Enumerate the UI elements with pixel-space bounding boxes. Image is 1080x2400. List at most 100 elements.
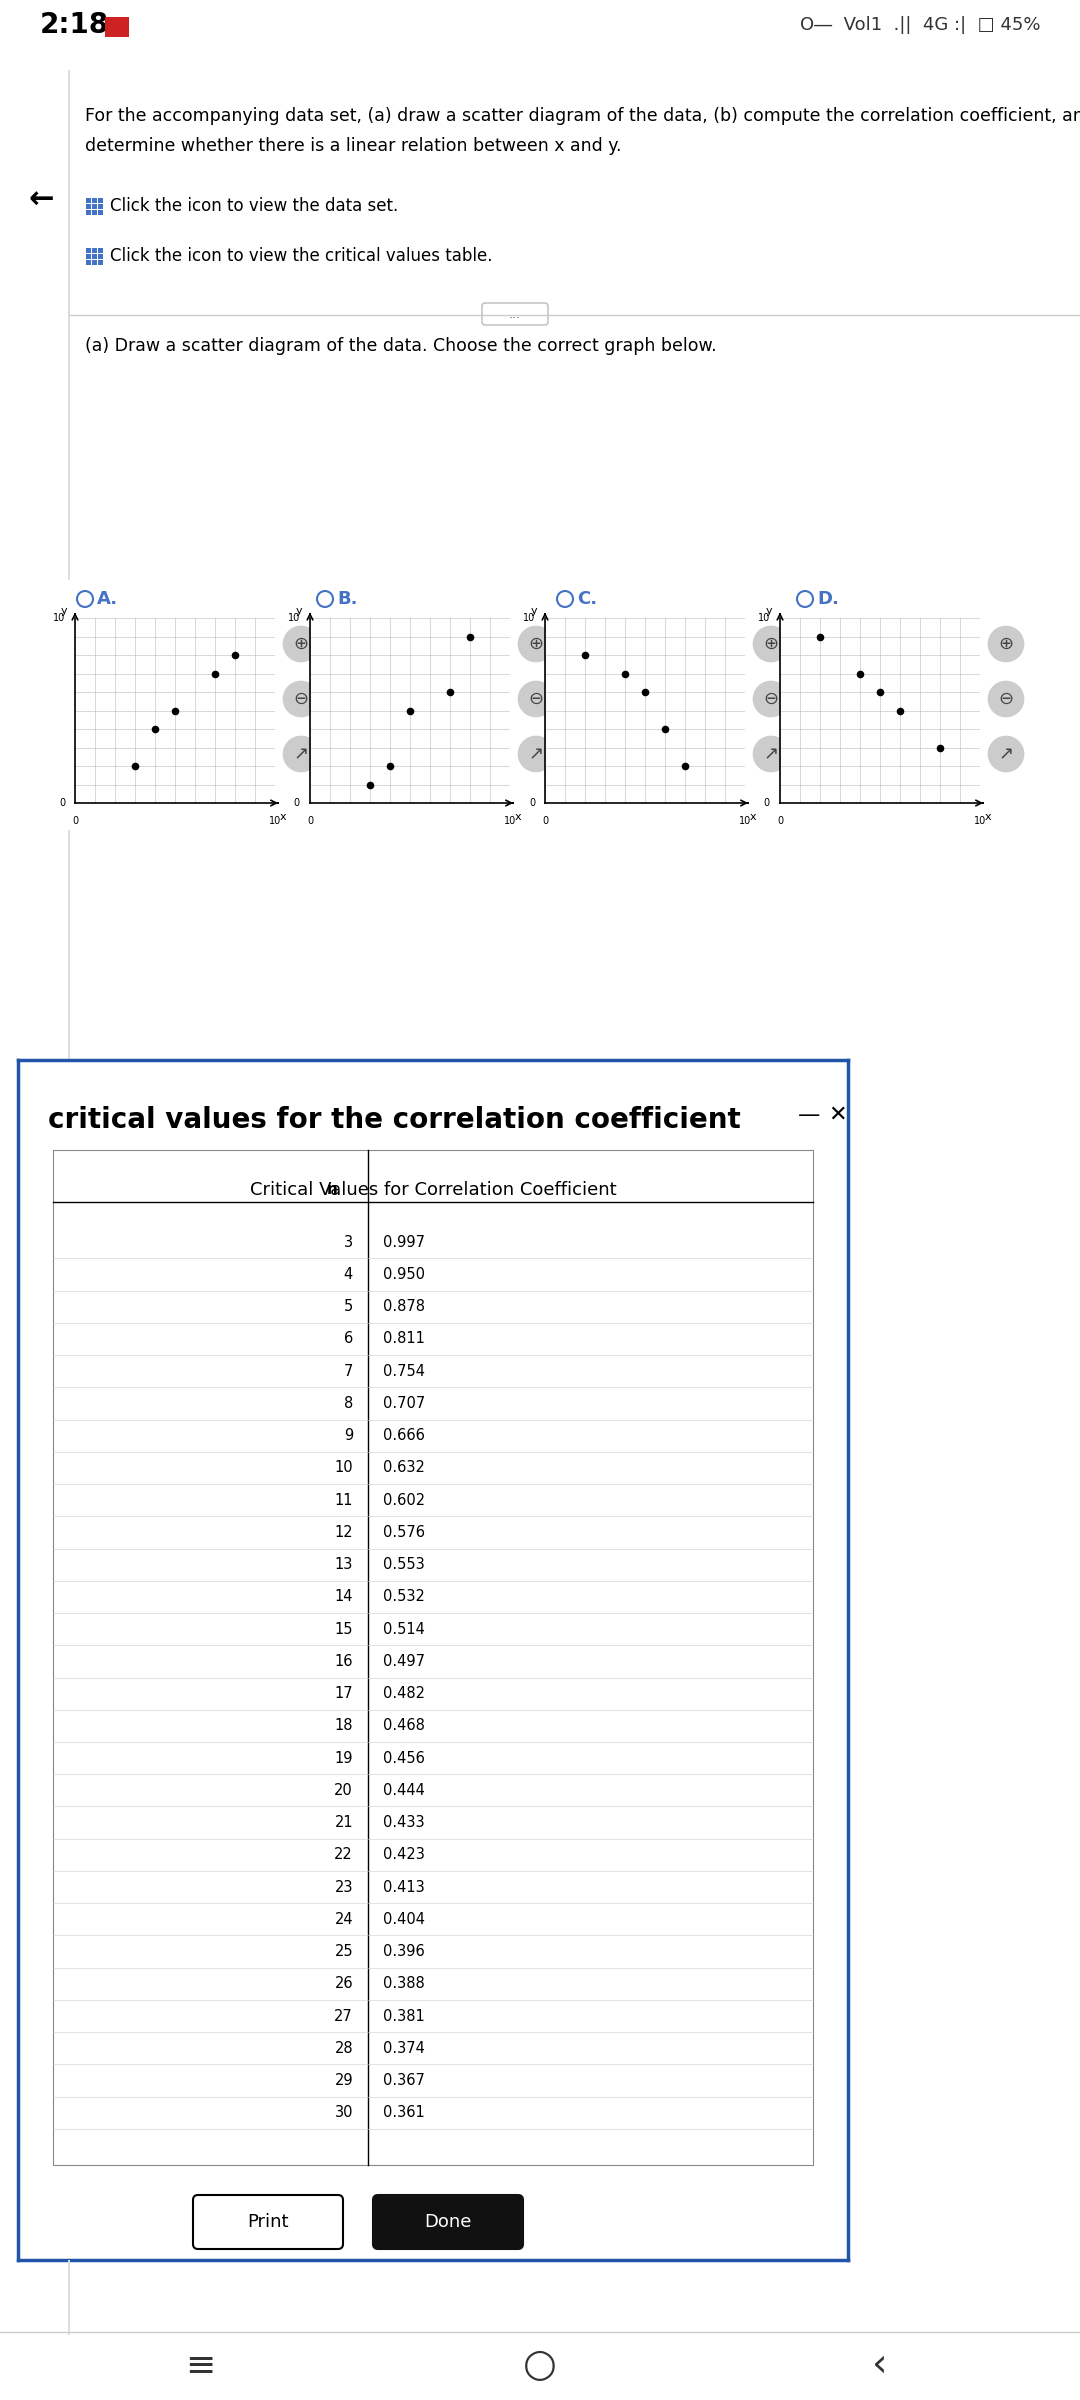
Bar <box>53 1150 813 2165</box>
Text: 10: 10 <box>974 816 986 826</box>
Text: y: y <box>60 605 67 617</box>
Text: 0.423: 0.423 <box>383 1848 424 1862</box>
Text: 0.576: 0.576 <box>383 1524 426 1541</box>
Text: 10: 10 <box>739 816 751 826</box>
Text: 10: 10 <box>523 612 535 624</box>
Text: 3: 3 <box>343 1234 353 1250</box>
Text: ≡: ≡ <box>185 2347 215 2381</box>
Text: 17: 17 <box>335 1687 353 1702</box>
Text: Print: Print <box>247 2213 288 2232</box>
Text: 0: 0 <box>294 797 300 809</box>
Text: D.: D. <box>816 590 839 607</box>
Text: ⊖: ⊖ <box>528 691 543 708</box>
Point <box>891 691 908 730</box>
FancyBboxPatch shape <box>373 2196 523 2249</box>
Text: 11: 11 <box>335 1493 353 1507</box>
Text: ✕: ✕ <box>828 1104 847 1126</box>
Text: ↗: ↗ <box>294 744 309 763</box>
Text: 20: 20 <box>334 1783 353 1798</box>
Text: 21: 21 <box>335 1814 353 1831</box>
Circle shape <box>988 682 1024 718</box>
Circle shape <box>283 626 319 662</box>
Text: 8: 8 <box>343 1397 353 1411</box>
Text: ⊕: ⊕ <box>528 636 543 653</box>
Circle shape <box>988 737 1024 773</box>
Point <box>126 746 144 785</box>
Point <box>206 655 224 694</box>
Text: ⊕: ⊕ <box>764 636 779 653</box>
Text: 0.707: 0.707 <box>383 1397 426 1411</box>
Text: 0.456: 0.456 <box>383 1750 424 1766</box>
Text: 0: 0 <box>529 797 535 809</box>
Bar <box>68 830 70 1061</box>
Text: 0.468: 0.468 <box>383 1718 424 1733</box>
Circle shape <box>754 682 788 718</box>
Text: y: y <box>766 605 772 617</box>
Text: ⊕: ⊕ <box>294 636 309 653</box>
Bar <box>85 247 91 252</box>
Text: 0.878: 0.878 <box>383 1298 426 1315</box>
Bar <box>92 197 96 202</box>
Text: 0.632: 0.632 <box>383 1462 424 1476</box>
Text: 0.396: 0.396 <box>383 1944 424 1958</box>
Text: 10: 10 <box>53 612 65 624</box>
Text: 27: 27 <box>334 2009 353 2023</box>
Circle shape <box>283 737 319 773</box>
Bar <box>97 247 103 252</box>
Text: ‹: ‹ <box>873 2347 888 2383</box>
Bar <box>97 209 103 214</box>
Text: 0: 0 <box>542 816 548 826</box>
Text: For the accompanying data set, (a) draw a scatter diagram of the data, (b) compu: For the accompanying data set, (a) draw … <box>85 108 1080 125</box>
Text: 0.482: 0.482 <box>383 1687 426 1702</box>
Text: determine whether there is a linear relation between x and y.: determine whether there is a linear rela… <box>85 137 621 156</box>
Text: 22: 22 <box>334 1848 353 1862</box>
Point <box>381 746 399 785</box>
Text: 0.404: 0.404 <box>383 1913 426 1927</box>
Text: 10: 10 <box>504 816 516 826</box>
Text: 14: 14 <box>335 1589 353 1603</box>
Circle shape <box>754 626 788 662</box>
Text: 0: 0 <box>777 816 783 826</box>
Text: B.: B. <box>337 590 357 607</box>
Bar <box>92 247 96 252</box>
FancyBboxPatch shape <box>482 302 548 324</box>
Text: 23: 23 <box>335 1879 353 1894</box>
Text: 0.388: 0.388 <box>383 1975 424 1992</box>
Bar <box>85 209 91 214</box>
Text: 7: 7 <box>343 1363 353 1378</box>
FancyBboxPatch shape <box>193 2196 343 2249</box>
Bar <box>97 254 103 259</box>
Circle shape <box>988 626 1024 662</box>
Text: ...: ... <box>509 307 521 322</box>
Text: 0.374: 0.374 <box>383 2040 424 2057</box>
Point <box>402 691 419 730</box>
Text: 0.602: 0.602 <box>383 1493 426 1507</box>
Point <box>227 636 244 674</box>
Text: 16: 16 <box>335 1654 353 1668</box>
Circle shape <box>518 737 554 773</box>
Bar <box>92 209 96 214</box>
Text: critical values for the correlation coefficient: critical values for the correlation coef… <box>48 1106 741 1133</box>
Bar <box>97 259 103 264</box>
Circle shape <box>518 626 554 662</box>
Bar <box>97 197 103 202</box>
Text: 0: 0 <box>72 816 78 826</box>
Text: (a) Draw a scatter diagram of the data. Choose the correct graph below.: (a) Draw a scatter diagram of the data. … <box>85 336 717 355</box>
Text: 9: 9 <box>343 1428 353 1442</box>
Text: x: x <box>985 811 991 823</box>
Circle shape <box>283 682 319 718</box>
Text: 0.367: 0.367 <box>383 2074 424 2088</box>
Text: y: y <box>530 605 537 617</box>
Text: 0.444: 0.444 <box>383 1783 424 1798</box>
Text: 29: 29 <box>335 2074 353 2088</box>
Text: 0.361: 0.361 <box>383 2105 424 2119</box>
Text: 0: 0 <box>307 816 313 826</box>
Text: n: n <box>327 1183 338 1198</box>
Bar <box>85 254 91 259</box>
Text: 24: 24 <box>335 1913 353 1927</box>
Text: O―  Vol1  .||  4G :|  □ 45%: O― Vol1 .|| 4G :| □ 45% <box>800 17 1040 34</box>
Text: 15: 15 <box>335 1622 353 1637</box>
Text: ↗: ↗ <box>998 744 1013 763</box>
Text: 13: 13 <box>335 1558 353 1572</box>
Text: 10: 10 <box>269 816 281 826</box>
